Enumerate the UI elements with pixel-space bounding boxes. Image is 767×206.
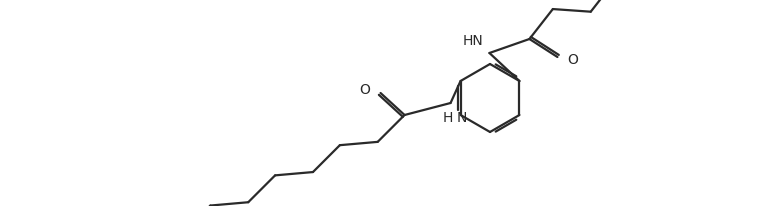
Text: N: N (456, 110, 467, 124)
Text: O: O (568, 53, 578, 67)
Text: O: O (360, 83, 370, 97)
Text: H: H (443, 110, 453, 124)
Text: HN: HN (463, 34, 483, 48)
